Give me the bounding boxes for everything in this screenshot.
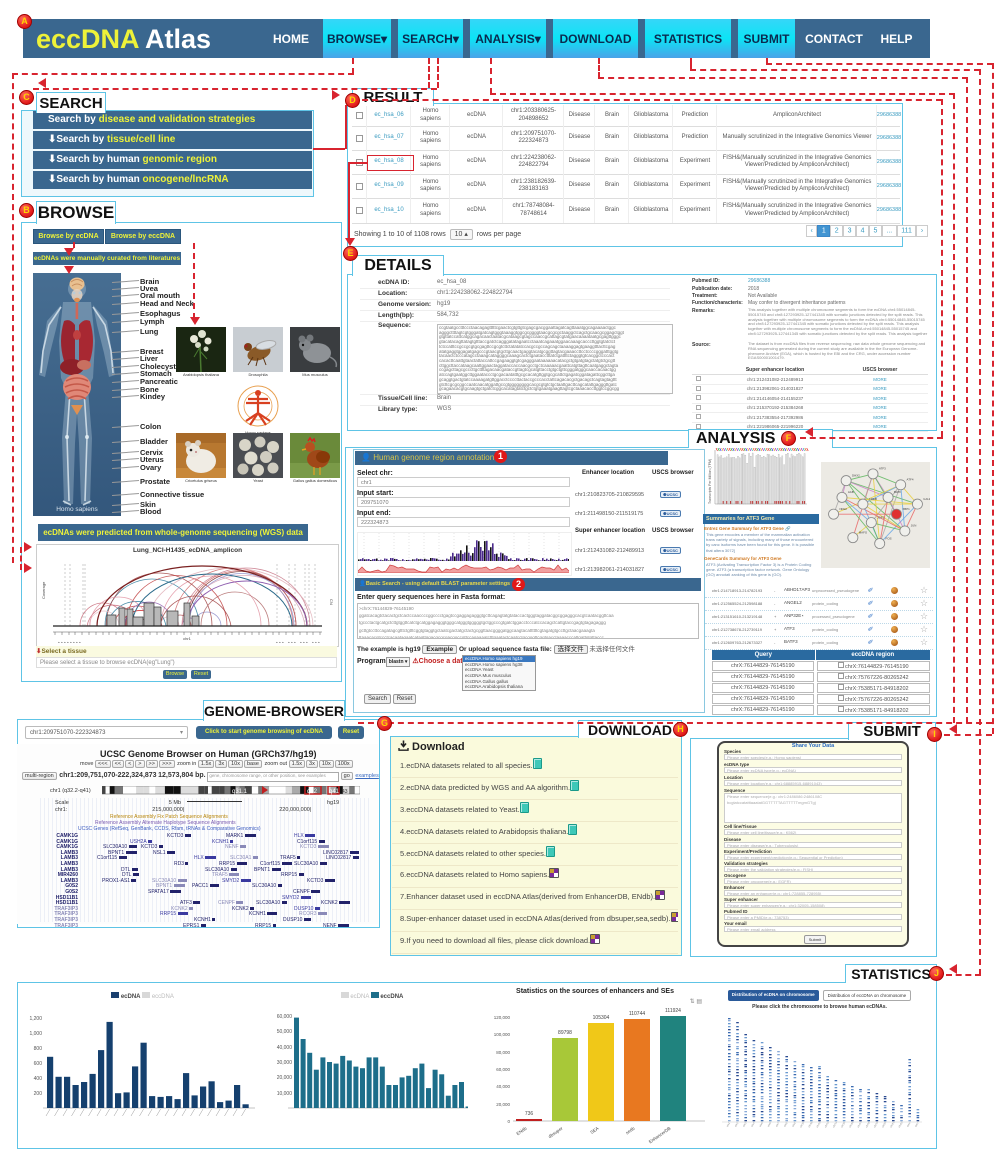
- svg-text:chr15: chr15: [841, 1121, 847, 1128]
- svg-text:chr17: chr17: [857, 1121, 863, 1128]
- svg-text:q41: q41: [329, 789, 340, 795]
- svg-text:30,000: 30,000: [277, 1060, 293, 1066]
- svg-text:40,000: 40,000: [496, 1084, 510, 1089]
- svg-text:chr4: chr4: [751, 1121, 756, 1127]
- svg-text:120,000: 120,000: [494, 1015, 511, 1020]
- svg-text:chr7: chr7: [775, 1121, 780, 1127]
- svg-text:20,000: 20,000: [496, 1102, 510, 1107]
- svg-text:GJL2: GJL2: [923, 497, 930, 501]
- svg-text:50,000: 50,000: [277, 1029, 293, 1035]
- svg-text:chr18: chr18: [865, 1121, 871, 1128]
- svg-text:chr1: chr1: [183, 636, 192, 641]
- svg-text:chr12: chr12: [816, 1121, 822, 1128]
- svg-text:AAB: AAB: [848, 490, 854, 494]
- svg-text:MAFG: MAFG: [859, 530, 868, 534]
- svg-text:1,000: 1,000: [29, 1031, 42, 1037]
- svg-text:q32: q32: [307, 789, 318, 795]
- svg-text:Homo sapiens: Homo sapiens: [56, 506, 98, 513]
- svg-text:1,200: 1,200: [29, 1016, 42, 1022]
- svg-text:800: 800: [34, 1046, 43, 1052]
- svg-text:40,000: 40,000: [277, 1045, 293, 1051]
- svg-text:105304: 105304: [593, 1015, 610, 1021]
- svg-text:chr3: chr3: [742, 1121, 747, 1127]
- svg-text:Coverage: Coverage: [41, 581, 46, 599]
- svg-text:chrY: chrY: [915, 1121, 920, 1127]
- svg-text:chr5: chr5: [759, 1121, 764, 1127]
- svg-text:ENdb: ENdb: [515, 1125, 527, 1136]
- svg-text:736: 736: [525, 1111, 534, 1117]
- svg-text:Transcripts Per Million (TPM): Transcripts Per Million (TPM): [708, 459, 712, 504]
- svg-text:CN: CN: [329, 599, 334, 605]
- svg-text:600: 600: [34, 1061, 43, 1067]
- svg-text:chr6: chr6: [767, 1121, 772, 1127]
- svg-text:chr8: chr8: [783, 1121, 788, 1127]
- svg-text:chr11: chr11: [808, 1121, 814, 1128]
- svg-text:111924: 111924: [665, 1008, 681, 1014]
- svg-text:chrX: chrX: [906, 1121, 911, 1127]
- svg-text:chr14: chr14: [832, 1121, 838, 1128]
- svg-text:chr9: chr9: [792, 1121, 797, 1127]
- svg-text:FOS: FOS: [886, 536, 892, 540]
- svg-text:chr21: chr21: [890, 1121, 896, 1128]
- svg-text:dbsuper: dbsuper: [547, 1125, 564, 1139]
- svg-text:ATF3: ATF3: [879, 467, 886, 471]
- svg-text:SEA: SEA: [589, 1126, 599, 1135]
- svg-text:43: 43: [342, 789, 348, 795]
- svg-text:80,000: 80,000: [496, 1050, 510, 1055]
- svg-text:400: 400: [34, 1076, 43, 1082]
- svg-text:NFE2: NFE2: [839, 507, 847, 511]
- svg-text:110744: 110744: [629, 1011, 646, 1017]
- svg-text:60,000: 60,000: [496, 1067, 510, 1072]
- svg-text:chr2: chr2: [734, 1121, 739, 1127]
- svg-text:ATF4: ATF4: [907, 478, 914, 482]
- svg-text:q31.1: q31.1: [232, 789, 248, 795]
- svg-text:60,000: 60,000: [277, 1014, 293, 1020]
- svg-text:20,000: 20,000: [277, 1075, 293, 1081]
- svg-text:chr10: chr10: [800, 1121, 806, 1128]
- svg-text:JDP2: JDP2: [877, 515, 885, 519]
- svg-text:XBP1: XBP1: [902, 507, 910, 511]
- svg-text:DHX2: DHX2: [852, 473, 860, 477]
- svg-text:89798: 89798: [558, 1030, 572, 1036]
- svg-text:CREB: CREB: [869, 497, 877, 501]
- svg-text:200: 200: [34, 1091, 43, 1097]
- svg-text:EnhancerDB: EnhancerDB: [648, 1126, 672, 1145]
- svg-text:BATF: BATF: [894, 490, 901, 494]
- svg-text:chr20: chr20: [882, 1121, 888, 1128]
- svg-text:sedb: sedb: [625, 1125, 636, 1135]
- svg-text:chr19: chr19: [873, 1121, 879, 1128]
- svg-text:chr16: chr16: [849, 1121, 855, 1128]
- svg-text:chr22: chr22: [898, 1121, 904, 1128]
- svg-text:chr1: chr1: [726, 1121, 731, 1127]
- svg-text:10,000: 10,000: [277, 1091, 293, 1097]
- svg-text:JUN: JUN: [911, 524, 917, 528]
- svg-text:chr13: chr13: [824, 1121, 830, 1128]
- svg-text:100,000: 100,000: [494, 1032, 511, 1037]
- svg-text:0: 0: [507, 1119, 510, 1124]
